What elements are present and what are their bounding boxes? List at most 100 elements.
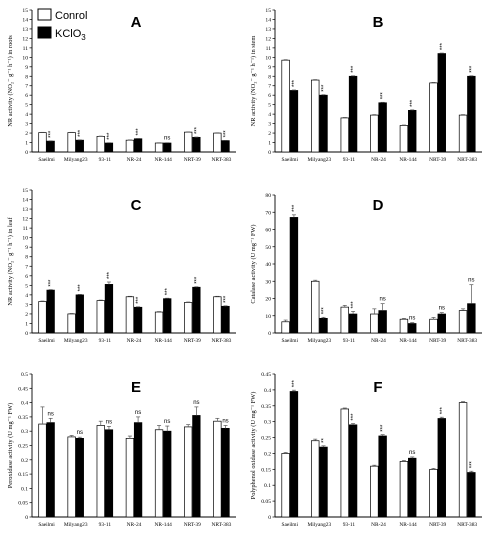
panel-a-bar-control-1 bbox=[67, 132, 76, 153]
panel-b-category-label: Saeilmi bbox=[282, 157, 299, 163]
panel-e-bar-treatment-5 bbox=[192, 415, 201, 518]
panel-e-category-label: NR-24 bbox=[127, 522, 142, 528]
panel-c-y-axis-label: NR activity (NO₂⁻ g⁻¹ h⁻¹) in leaf bbox=[7, 217, 14, 306]
panel-d-y-tick-label: 70 bbox=[265, 210, 271, 216]
panel-e-significance-label: ns bbox=[222, 418, 228, 424]
legend-label-treatment: KClO3 bbox=[55, 28, 86, 42]
panel-c-bar-control-0 bbox=[38, 301, 47, 334]
panel-f-y-axis-label: Polyphenol oxidase activity (U mg⁻¹ FW) bbox=[250, 392, 257, 500]
panel-d-significance-label: ns bbox=[379, 297, 385, 303]
panel-c-bar-control-6 bbox=[213, 296, 222, 334]
panel-b-y-tick-label: 2 bbox=[268, 131, 271, 137]
panel-a-category-label: NRT-39 bbox=[184, 157, 201, 163]
panel-a-bar-control-4 bbox=[154, 142, 164, 153]
panel-a-bar-treatment-5 bbox=[192, 136, 201, 153]
panel-e-y-tick-label: 0.2 bbox=[21, 458, 28, 464]
panel-a-y-tick-label: 12 bbox=[22, 36, 28, 42]
panel-a-bar-treatment-6 bbox=[221, 140, 230, 153]
panel-a-y-tick-label: 3 bbox=[25, 122, 28, 128]
panel-c-bar-control-4 bbox=[154, 311, 164, 334]
panel-a-category-label: Milyang23 bbox=[64, 157, 88, 163]
panel-a-category-label: NR-24 bbox=[127, 157, 142, 163]
panel-d-category-label: NRT-383 bbox=[457, 338, 477, 344]
panel-c-y-tick-label: 5 bbox=[25, 283, 28, 289]
panel-d-y-tick-label: 40 bbox=[265, 262, 271, 268]
panel-f-category-label: Saeilmi bbox=[282, 522, 299, 528]
panel-e-letter: E bbox=[131, 379, 141, 396]
panel-a-bar-control-3 bbox=[125, 139, 135, 153]
panel-f-significance-label: ns bbox=[409, 450, 415, 456]
panel-b-bar-treatment-6 bbox=[467, 75, 476, 153]
panel-d-y-tick-label: 0 bbox=[268, 331, 271, 337]
panel-e-significance-label: ns bbox=[77, 430, 83, 436]
panel-b-y-axis-label: NR activity (NO₂⁻ g⁻¹ h⁻¹) in stem bbox=[250, 36, 257, 127]
panel-f-bar-treatment-2 bbox=[348, 424, 358, 518]
panel-d-bar-control-6 bbox=[458, 310, 468, 334]
panel-e-y-tick-label: 0.25 bbox=[18, 444, 28, 450]
panel-b-significance-label: *** bbox=[351, 65, 357, 73]
panel-b-bar-control-5 bbox=[429, 82, 438, 153]
panel-b-significance-label: *** bbox=[322, 84, 328, 92]
panel-d-bar-treatment-2 bbox=[348, 313, 358, 334]
panel-e-bar-treatment-4 bbox=[163, 430, 172, 518]
legend-swatch-treatment bbox=[37, 26, 52, 39]
panel-d-y-tick-label: 60 bbox=[265, 228, 271, 234]
panel-e-category-label: Saeilmi bbox=[38, 522, 55, 528]
panel-e-bar-control-3 bbox=[125, 438, 135, 518]
panel-f-significance-label: ** bbox=[322, 437, 328, 442]
panel-c-y-tick-label: 15 bbox=[22, 188, 28, 194]
panel-a-bar-treatment-2 bbox=[104, 142, 114, 153]
panel-e-bar-control-1 bbox=[67, 436, 76, 518]
panel-b-y-tick-label: 3 bbox=[268, 122, 271, 128]
panel-f-category-label: Milyang23 bbox=[308, 522, 332, 528]
panel-c-bar-treatment-6 bbox=[221, 305, 230, 334]
panel-d-category-label: NR-24 bbox=[371, 338, 386, 344]
panel-d-bar-control-2 bbox=[340, 306, 349, 334]
panel-a-y-tick-label: 15 bbox=[22, 8, 28, 14]
panel-d-significance-label: *** bbox=[322, 307, 328, 315]
panel-f-bar-treatment-0 bbox=[289, 391, 299, 518]
panel-f-category-label: NR-144 bbox=[399, 522, 417, 528]
panel-e-significance-label: ns bbox=[193, 400, 199, 406]
panel-d-category-label: NRT-39 bbox=[429, 338, 446, 344]
panel-b-y-tick-label: 0 bbox=[268, 150, 271, 156]
panel-a-y-tick-label: 2 bbox=[25, 131, 28, 137]
panel-e-y-tick-label: 0.45 bbox=[18, 386, 28, 392]
panel-f-y-tick-label: 0 bbox=[268, 515, 271, 521]
panel-b-category-label: NR-24 bbox=[371, 157, 386, 163]
panel-c-y-tick-label: 10 bbox=[22, 236, 28, 242]
panel-d-significance-label: ns bbox=[409, 316, 415, 322]
panel-a-y-tick-label: 7 bbox=[25, 84, 28, 90]
panel-c-letter: C bbox=[131, 197, 142, 214]
panel-b-significance-label: *** bbox=[410, 99, 416, 107]
panel-c-category-label: 93-11 bbox=[99, 338, 112, 344]
panel-e-category-label: NRT-383 bbox=[212, 522, 232, 528]
panel-a-category-label: NRT-383 bbox=[212, 157, 232, 163]
panel-f-bar-control-4 bbox=[399, 461, 409, 518]
panel-e-category-label: NRT-39 bbox=[184, 522, 201, 528]
panel-f-y-tick-label: 0.25 bbox=[261, 436, 271, 442]
panel-a-significance-label: *** bbox=[107, 132, 113, 140]
panel-d-significance-label: ns bbox=[468, 278, 474, 284]
panel-d-bar-treatment-6 bbox=[467, 303, 476, 334]
panel-f-bar-treatment-5 bbox=[437, 418, 446, 518]
panel-b-bar-treatment-2 bbox=[348, 75, 358, 153]
panel-b-y-tick-label: 11 bbox=[266, 46, 272, 52]
panel-b-bar-treatment-1 bbox=[319, 94, 328, 153]
panel-e-bar-treatment-2 bbox=[104, 429, 114, 518]
panel-b-y-tick-label: 13 bbox=[265, 27, 271, 33]
panel-f-y-tick-label: 0.45 bbox=[261, 372, 271, 378]
panel-c-significance-label: *** bbox=[78, 284, 84, 292]
panel-d-bar-control-5 bbox=[429, 318, 438, 334]
panel-d-category-label: Saeilmi bbox=[282, 338, 299, 344]
panel-e-category-label: 93-11 bbox=[99, 522, 112, 528]
panel-c-bar-treatment-5 bbox=[192, 286, 201, 334]
panel-d-bar-treatment-5 bbox=[437, 313, 446, 334]
panel-a-bar-control-6 bbox=[213, 132, 222, 153]
panel-d-y-tick-label: 50 bbox=[265, 245, 271, 251]
panel-c-bar-treatment-1 bbox=[75, 294, 84, 334]
panel-c-bar-control-5 bbox=[184, 302, 193, 334]
legend-label-control: Conrol bbox=[55, 10, 87, 22]
